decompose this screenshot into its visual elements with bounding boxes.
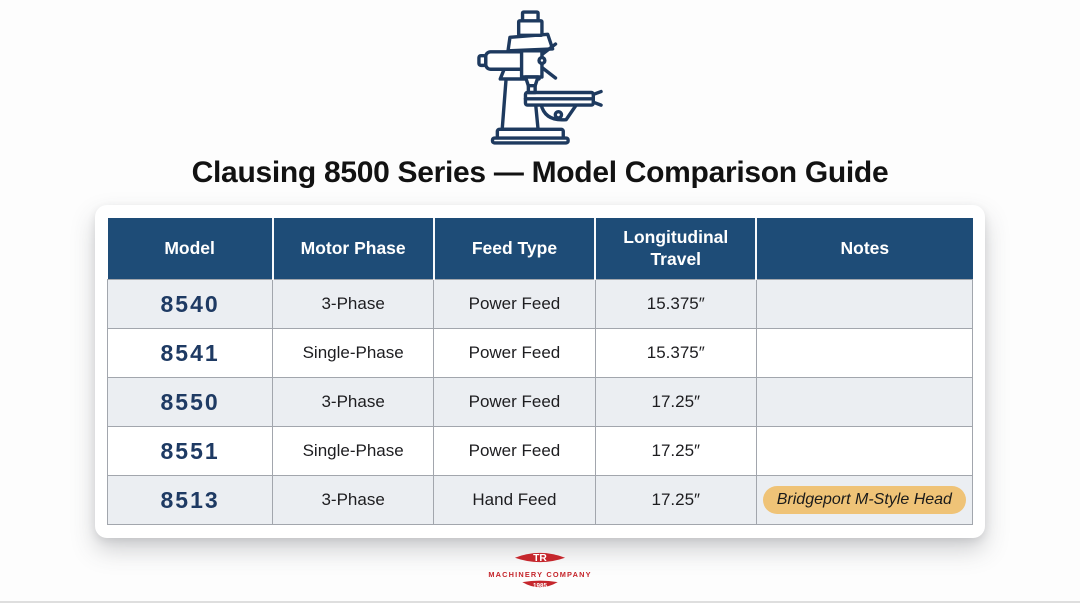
notes-cell (755, 328, 974, 378)
page-title: Clausing 8500 Series — Model Comparison … (191, 156, 889, 189)
notes-cell: Bridgeport M-Style Head (755, 475, 974, 525)
longitudinal-travel-cell: 17.25″ (594, 426, 757, 476)
column-header-longitudinal-travel: Longitudinal Travel (594, 218, 757, 280)
milling-machine-icon (0, 0, 1080, 150)
logo-company-name: MACHINERY COMPANY (488, 570, 591, 579)
feed-type-cell: Power Feed (433, 279, 596, 329)
motor-phase-cell: 3-Phase (272, 475, 435, 525)
logo-year: 1985 (533, 583, 547, 590)
longitudinal-travel-cell: 15.375″ (594, 328, 757, 378)
notes-cell (755, 279, 974, 329)
model-comparison-table: Model Motor Phase Feed Type Longitudinal… (106, 218, 974, 525)
notes-cell (755, 426, 974, 476)
tr-machinery-logo: TR MACHINERY COMPANY 1985 (488, 552, 591, 590)
table-row-8540: 8540 3-Phase Power Feed 15.375″ (106, 279, 974, 329)
table-row-8513: 8513 3-Phase Hand Feed 17.25″ Bridgeport… (106, 475, 974, 525)
feed-type-cell: Power Feed (433, 328, 596, 378)
model-cell: 8541 (106, 328, 274, 378)
logo-bottom-lens (522, 580, 558, 588)
table-row-8551: 8551 Single-Phase Power Feed 17.25″ (106, 426, 974, 476)
feed-type-cell: Power Feed (433, 377, 596, 427)
motor-phase-cell: 3-Phase (272, 377, 435, 427)
table-row-8541: 8541 Single-Phase Power Feed 15.375″ (106, 328, 974, 378)
model-cell: 8513 (106, 475, 274, 525)
model-cell: 8550 (106, 377, 274, 427)
notes-cell (755, 377, 974, 427)
company-logo: TR MACHINERY COMPANY 1985 (0, 548, 1080, 594)
model-cell: 8551 (106, 426, 274, 476)
column-header-motor-phase: Motor Phase (271, 218, 434, 280)
table-row-8550: 8550 3-Phase Power Feed 17.25″ (106, 377, 974, 427)
column-header-feed-type: Feed Type (432, 218, 596, 280)
column-header-model: Model (107, 218, 273, 280)
feed-type-cell: Power Feed (433, 426, 596, 476)
note-highlight-badge: Bridgeport M-Style Head (762, 486, 966, 514)
logo-top-lens (514, 552, 566, 563)
longitudinal-travel-cell: 17.25″ (594, 377, 757, 427)
motor-phase-cell: 3-Phase (272, 279, 435, 329)
model-cell: 8540 (106, 279, 274, 329)
logo-monogram: TR (533, 553, 547, 564)
comparison-table-card: Model Motor Phase Feed Type Longitudinal… (95, 205, 985, 538)
table-header-row: Model Motor Phase Feed Type Longitudinal… (107, 218, 973, 280)
longitudinal-travel-cell: 17.25″ (594, 475, 757, 525)
feed-type-cell: Hand Feed (433, 475, 596, 525)
longitudinal-travel-cell: 15.375″ (594, 279, 757, 329)
motor-phase-cell: Single-Phase (272, 426, 435, 476)
milling-machine-drawing (477, 10, 603, 145)
column-header-notes: Notes (755, 218, 973, 280)
motor-phase-cell: Single-Phase (272, 328, 435, 378)
